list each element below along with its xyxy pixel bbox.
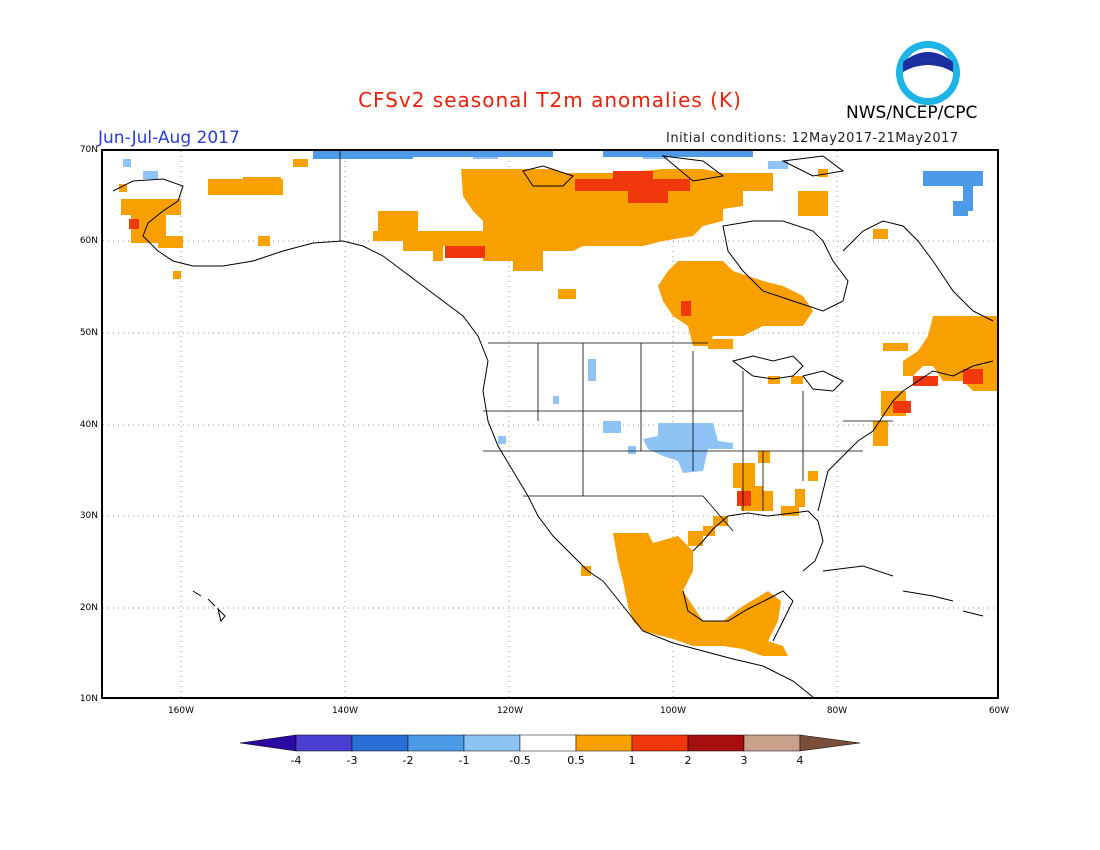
anomaly-map — [103, 151, 997, 697]
agency-label: NWS/NCEP/CPC — [846, 103, 978, 123]
colorbar-label: 4 — [796, 754, 804, 767]
colorbar — [239, 734, 862, 756]
colorbar-label: -2 — [402, 754, 414, 767]
lat-label-60n: 60N — [79, 236, 98, 246]
lat-label-10n: 10N — [79, 694, 98, 704]
lat-label-20n: 20N — [79, 603, 98, 613]
coastlines — [112, 155, 994, 697]
lat-label-70n: 70N — [79, 145, 98, 155]
colorbar-swatch-2 — [351, 734, 409, 752]
cool-anomaly-strong — [313, 151, 983, 216]
colorbar-label: 3 — [740, 754, 748, 767]
lon-label-120w: 120W — [496, 706, 524, 716]
colorbar-label: 0.5 — [567, 754, 585, 767]
colorbar-label: -1 — [458, 754, 470, 767]
chart-title: CFSv2 seasonal T2m anomalies (K) — [358, 88, 742, 112]
lon-label-160w: 160W — [167, 706, 195, 716]
lat-label-30n: 30N — [79, 511, 98, 521]
lon-label-140w: 140W — [331, 706, 359, 716]
lon-label-60w: 60W — [988, 706, 1010, 716]
colorbar-swatch-5 — [519, 734, 577, 752]
colorbar-swatch-7 — [631, 734, 689, 752]
colorbar-label: -3 — [346, 754, 358, 767]
colorbar-label: -0.5 — [509, 754, 531, 767]
colorbar-arrow-left — [239, 734, 297, 752]
colorbar-label: 1 — [628, 754, 636, 767]
warm-anomaly-1-2 — [129, 171, 983, 506]
map-frame — [101, 149, 999, 699]
lon-label-100w: 100W — [659, 706, 687, 716]
colorbar-swatch-1 — [295, 734, 353, 752]
colorbar-swatch-4 — [463, 734, 521, 752]
political-borders — [339, 151, 893, 532]
initial-conditions-label: Initial conditions: 12May2017-21May2017 — [666, 131, 959, 146]
colorbar-swatch-3 — [407, 734, 465, 752]
colorbar-label: -4 — [290, 754, 302, 767]
noaa-logo — [895, 40, 961, 110]
colorbar-swatch-8 — [687, 734, 745, 752]
lon-label-80w: 80W — [826, 706, 848, 716]
colorbar-swatch-9 — [743, 734, 801, 752]
period-label: Jun-Jul-Aug 2017 — [98, 128, 240, 148]
lat-label-50n: 50N — [79, 328, 98, 338]
colorbar-swatch-6 — [575, 734, 633, 752]
colorbar-label: 2 — [684, 754, 692, 767]
warm-anomaly-0.5-1 — [119, 159, 997, 656]
lat-label-40n: 40N — [79, 420, 98, 430]
colorbar-arrow-right — [799, 734, 861, 752]
